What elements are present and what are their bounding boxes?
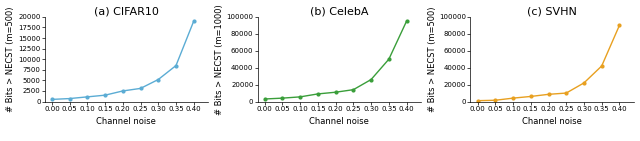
- X-axis label: Channel noise: Channel noise: [522, 117, 582, 126]
- Title: (b) CelebA: (b) CelebA: [310, 6, 369, 16]
- X-axis label: Channel noise: Channel noise: [97, 117, 156, 126]
- Y-axis label: # Bits > NECST (m=500): # Bits > NECST (m=500): [428, 6, 436, 112]
- X-axis label: Channel noise: Channel noise: [309, 117, 369, 126]
- Y-axis label: # Bits > NECST (m=1000): # Bits > NECST (m=1000): [214, 4, 224, 115]
- Title: (a) CIFAR10: (a) CIFAR10: [94, 6, 159, 16]
- Title: (c) SVHN: (c) SVHN: [527, 6, 577, 16]
- Y-axis label: # Bits > NECST (m=500): # Bits > NECST (m=500): [6, 6, 15, 112]
